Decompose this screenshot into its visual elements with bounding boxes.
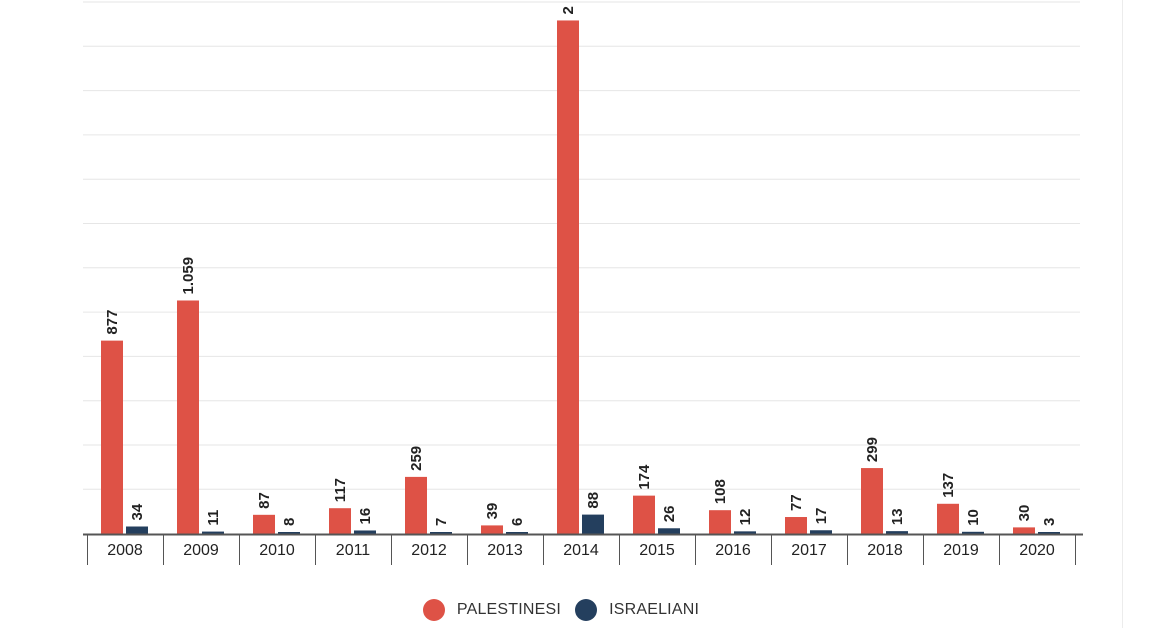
data-label-palestinesi-2018: 299: [864, 437, 881, 462]
bar-palestinesi-2014[interactable]: [557, 20, 579, 534]
bar-israeliani-2008[interactable]: [126, 526, 148, 534]
data-label-israeliani-2019: 10: [965, 509, 982, 526]
data-label-israeliani-2008: 34: [129, 503, 146, 520]
bars-layer: [101, 20, 1060, 534]
legend-item-israeliani[interactable]: ISRAELIANI: [575, 599, 699, 621]
data-label-palestinesi-2020: 30: [1016, 505, 1033, 522]
data-label-israeliani-2010: 8: [281, 518, 298, 526]
bar-israeliani-2009[interactable]: [202, 531, 224, 534]
x-tick-label-2019: 2019: [943, 542, 979, 559]
data-label-israeliani-2014: 88: [585, 492, 602, 509]
x-tick-label-2020: 2020: [1019, 542, 1055, 559]
data-label-israeliani-2012: 7: [433, 518, 450, 526]
bar-israeliani-2014[interactable]: [582, 514, 604, 534]
data-label-israeliani-2011: 16: [357, 508, 374, 525]
x-tick-label-2016: 2016: [715, 542, 751, 559]
data-label-palestinesi-2012: 259: [408, 446, 425, 471]
bar-palestinesi-2020[interactable]: [1013, 527, 1035, 534]
bar-palestinesi-2016[interactable]: [709, 510, 731, 534]
bar-palestinesi-2012[interactable]: [405, 476, 427, 534]
bar-palestinesi-2018[interactable]: [861, 468, 883, 534]
data-label-palestinesi-2008: 877: [104, 310, 121, 335]
bar-palestinesi-2010[interactable]: [253, 514, 275, 534]
bar-palestinesi-2011[interactable]: [329, 508, 351, 534]
bar-palestinesi-2017[interactable]: [785, 517, 807, 534]
data-label-palestinesi-2013: 39: [484, 503, 501, 520]
data-label-palestinesi-2009: 1.059: [180, 257, 197, 295]
bar-israeliani-2015[interactable]: [658, 528, 680, 534]
bar-israeliani-2018[interactable]: [886, 531, 908, 534]
grid-layer: [83, 1, 1080, 490]
data-label-palestinesi-2016: 108: [712, 479, 729, 504]
data-label-israeliani-2015: 26: [661, 506, 678, 523]
bar-israeliani-2011[interactable]: [354, 530, 376, 534]
data-label-israeliani-2018: 13: [889, 508, 906, 525]
data-label-israeliani-2013: 6: [509, 518, 526, 526]
bar-israeliani-2016[interactable]: [734, 531, 756, 534]
x-tick-label-2009: 2009: [183, 542, 219, 559]
panel-edge: [1122, 0, 1123, 628]
x-tick-label-2017: 2017: [791, 542, 827, 559]
legend-label-israeliani: ISRAELIANI: [609, 601, 700, 618]
bar-palestinesi-2009[interactable]: [177, 300, 199, 534]
bar-palestinesi-2013[interactable]: [481, 525, 503, 534]
x-tick-label-2015: 2015: [639, 542, 675, 559]
x-tick-label-2008: 2008: [107, 542, 143, 559]
data-label-palestinesi-2019: 137: [940, 473, 957, 498]
x-tick-label-2011: 2011: [336, 542, 371, 559]
bar-israeliani-2012[interactable]: [430, 532, 452, 534]
legend-label-palestinesi: PALESTINESI: [456, 601, 562, 618]
bar-palestinesi-2008[interactable]: [101, 340, 123, 534]
data-label-palestinesi-2017: 77: [788, 494, 805, 511]
data-label-palestinesi-2015: 174: [636, 464, 653, 490]
bar-chart: 2008 2009 2010 2011 2012 2013 2014 2015 2016 2017…: [83, 1, 1083, 565]
legend: PALESTINESI ISRAELIANI: [0, 596, 1162, 624]
x-tick-label-2010: 2010: [259, 542, 295, 559]
x-tick-label-2012: 2012: [411, 542, 447, 559]
bar-israeliani-2013[interactable]: [506, 532, 528, 534]
x-tick-label-2013: 2013: [487, 542, 523, 559]
bar-israeliani-2010[interactable]: [278, 532, 300, 534]
x-axis: 2008 2009 2010 2011 2012 2013 2014 2015 2016 2017…: [83, 533, 1083, 565]
data-label-israeliani-2017: 17: [813, 508, 830, 525]
data-label-israeliani-2016: 12: [737, 509, 754, 526]
data-labels-layer: 877 34 1.059 11 87 8 117 16 259 7 39 6 2 88 174 26 108 12…: [104, 6, 1058, 526]
bar-palestinesi-2015[interactable]: [633, 495, 655, 534]
data-label-palestinesi-2014: 2: [560, 6, 577, 14]
bar-israeliani-2020[interactable]: [1038, 532, 1060, 534]
data-label-palestinesi-2011: 117: [332, 478, 349, 502]
data-label-israeliani-2009: 11: [205, 510, 222, 526]
data-label-israeliani-2020: 3: [1041, 518, 1058, 526]
x-tick-label-2018: 2018: [867, 542, 903, 559]
data-label-palestinesi-2010: 87: [256, 492, 273, 509]
bar-israeliani-2017[interactable]: [810, 530, 832, 534]
legend-dot-israeliani: [575, 599, 598, 621]
bar-israeliani-2019[interactable]: [962, 531, 984, 534]
legend-item-palestinesi[interactable]: PALESTINESI: [422, 599, 562, 621]
legend-dot-palestinesi: [422, 599, 445, 621]
x-tick-label-2014: 2014: [563, 542, 599, 559]
bar-palestinesi-2019[interactable]: [937, 503, 959, 534]
